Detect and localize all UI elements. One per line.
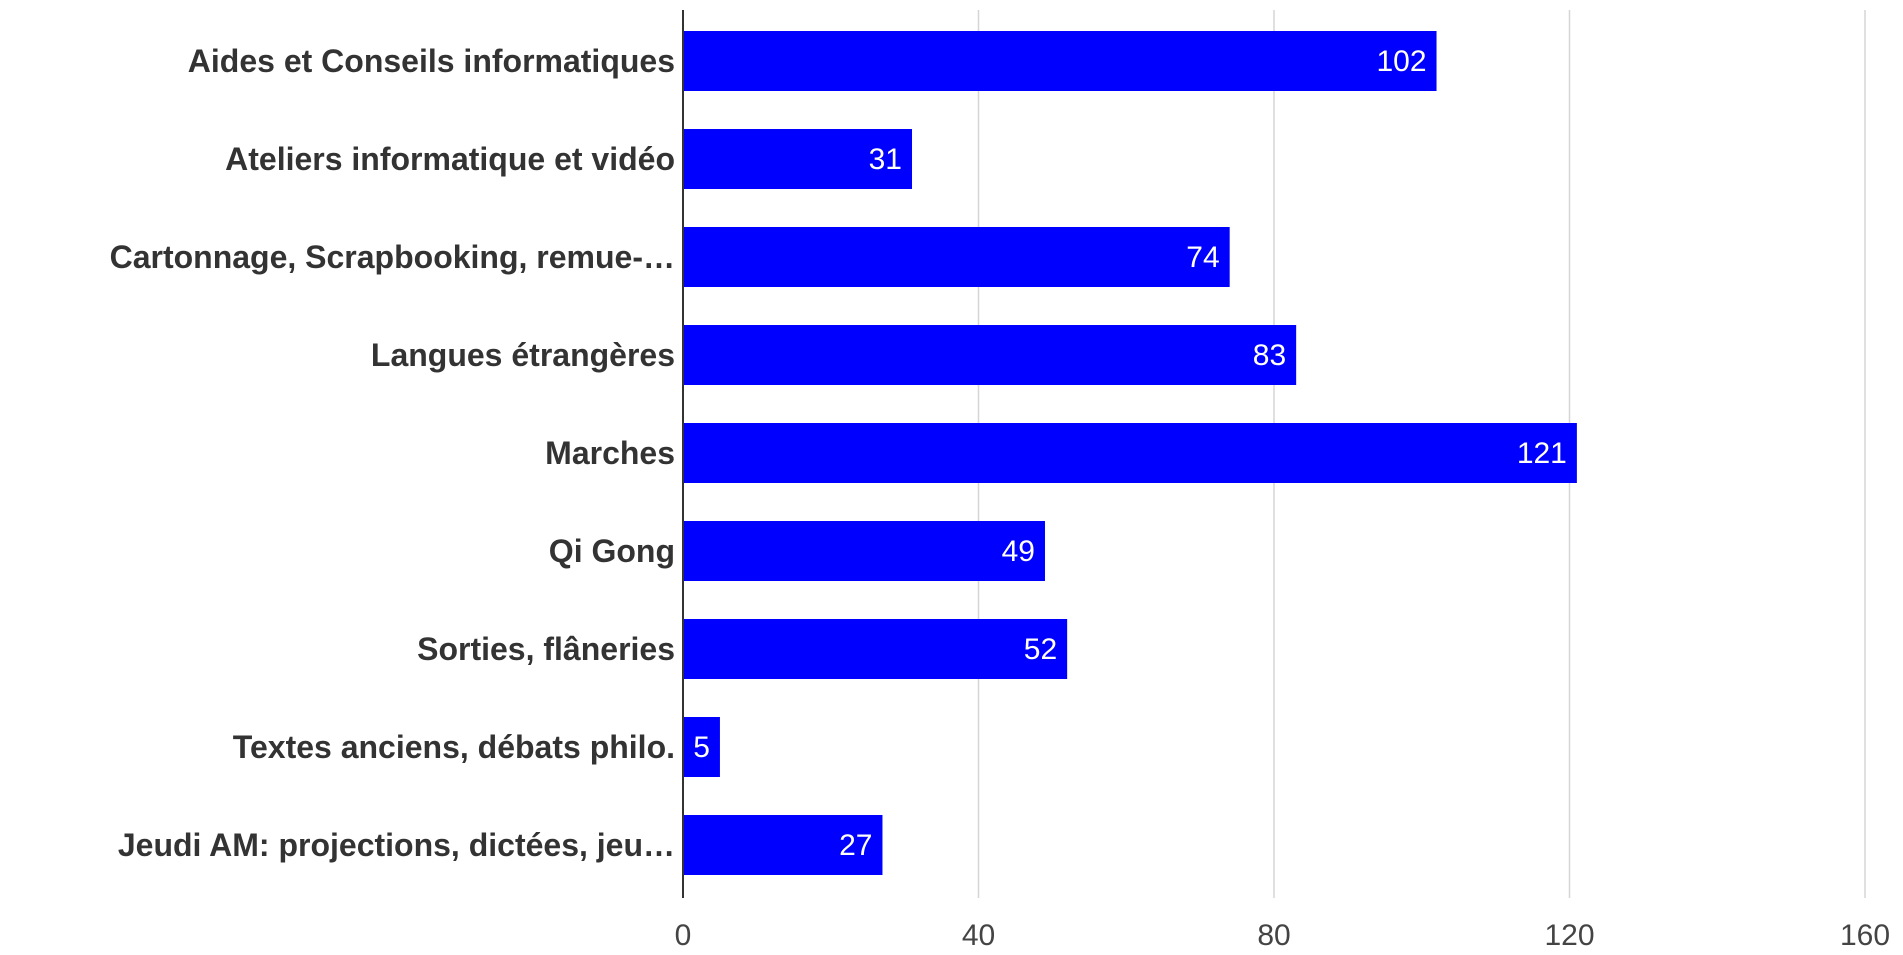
- category-label: Ateliers informatique et vidéo: [225, 141, 675, 177]
- bar: [683, 325, 1297, 385]
- x-tick-label: 40: [962, 919, 995, 952]
- category-label: Cartonnage, Scrapbooking, remue-…: [110, 239, 675, 275]
- bar-value-label: 31: [869, 143, 902, 176]
- bar-value-label: 27: [839, 829, 872, 862]
- x-tick-label: 80: [1257, 919, 1290, 952]
- category-label: Sorties, flâneries: [417, 631, 675, 667]
- x-tick-label: 160: [1840, 919, 1890, 952]
- bar: [683, 619, 1068, 679]
- bar-value-label: 74: [1186, 241, 1219, 274]
- bar-value-label: 49: [1002, 535, 1035, 568]
- bar-value-label: 121: [1517, 437, 1567, 470]
- bar-value-label: 52: [1024, 633, 1057, 666]
- bar: [683, 227, 1230, 287]
- category-label: Aides et Conseils informatiques: [188, 43, 675, 79]
- category-label: Qi Gong: [549, 533, 675, 569]
- bars: 102 31 74 83 121 49 52 5 27: [683, 31, 1577, 875]
- bar: [683, 31, 1437, 91]
- category-label: Textes anciens, débats philo.: [233, 729, 675, 765]
- bar-value-label: 102: [1376, 45, 1426, 78]
- bar: [683, 423, 1577, 483]
- bar-value-label: 5: [693, 731, 710, 764]
- x-axis-ticks: 0 40 80 120 160: [675, 919, 1890, 952]
- bar: [683, 815, 883, 875]
- x-tick-label: 120: [1544, 919, 1594, 952]
- bar-value-label: 83: [1253, 339, 1286, 372]
- x-tick-label: 0: [675, 919, 692, 952]
- category-label: Jeudi AM: projections, dictées, jeu…: [118, 827, 675, 863]
- bar: [683, 717, 720, 777]
- bar: [683, 521, 1045, 581]
- category-label: Langues étrangères: [371, 337, 675, 373]
- category-labels: Aides et Conseils informatiques Ateliers …: [110, 43, 675, 863]
- bar: [683, 129, 913, 189]
- category-label: Marches: [545, 435, 675, 471]
